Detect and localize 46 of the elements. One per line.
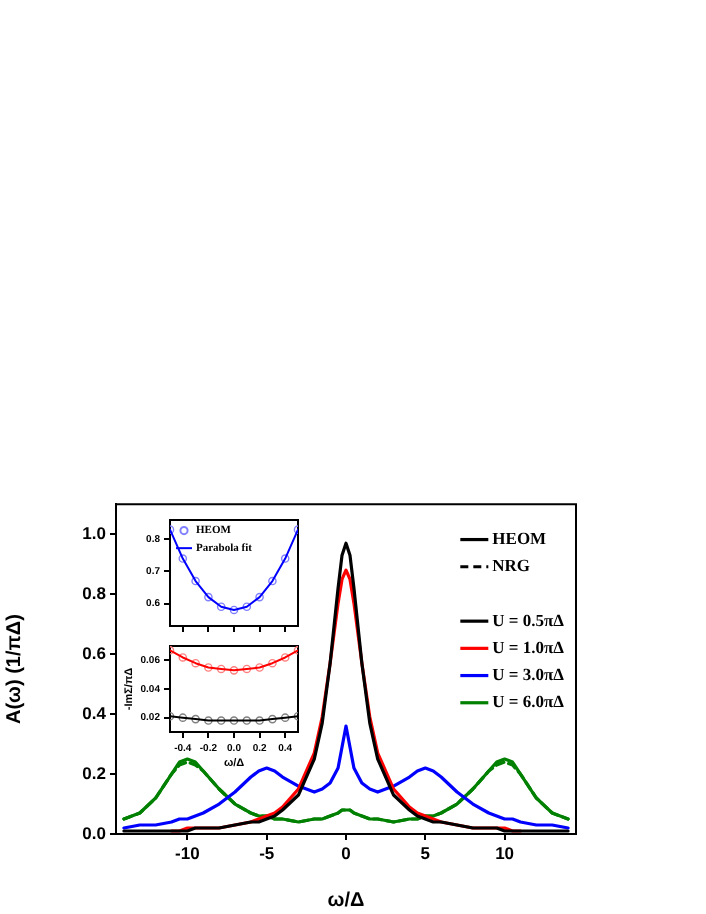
point bbox=[229, 605, 239, 615]
legend-label: U = 6.0πΔ bbox=[492, 691, 566, 712]
point bbox=[268, 576, 277, 586]
point bbox=[268, 658, 277, 668]
point bbox=[255, 592, 264, 602]
point bbox=[178, 653, 188, 662]
point bbox=[280, 713, 290, 722]
y-tick-label: 0.8 bbox=[82, 582, 107, 603]
point bbox=[255, 663, 264, 672]
point bbox=[216, 602, 226, 612]
y-tick-label: 0.4 bbox=[82, 702, 107, 723]
point bbox=[242, 602, 252, 612]
x-tick-label: 5 bbox=[420, 842, 431, 863]
point bbox=[216, 664, 226, 674]
point bbox=[178, 554, 188, 563]
point bbox=[242, 664, 252, 674]
point bbox=[178, 713, 188, 722]
x-tick-label: -10 bbox=[175, 842, 201, 863]
y-tick-label: 0.6 bbox=[82, 642, 107, 663]
point bbox=[191, 576, 200, 586]
legend-label: U = 3.0πΔ bbox=[492, 663, 566, 684]
point bbox=[255, 716, 264, 725]
point bbox=[280, 554, 290, 563]
point bbox=[268, 714, 277, 724]
y-tick-label: 1.0 bbox=[82, 522, 107, 543]
y-axis-title: A(ω) (1/πΔ) bbox=[3, 614, 26, 725]
point bbox=[280, 653, 290, 662]
y-tick-label: 0.2 bbox=[82, 762, 107, 783]
point bbox=[216, 716, 226, 725]
y-tick-label: 0.0 bbox=[82, 822, 107, 843]
point bbox=[191, 658, 200, 668]
annotation: HEOM bbox=[492, 527, 547, 548]
point bbox=[229, 716, 239, 725]
point bbox=[204, 663, 213, 672]
point bbox=[204, 592, 213, 602]
point bbox=[242, 716, 252, 725]
annotation: NRG bbox=[492, 555, 531, 576]
x-axis-title: ω/Δ bbox=[327, 889, 365, 912]
point bbox=[204, 716, 213, 725]
x-tick-label: 10 bbox=[495, 842, 515, 863]
point bbox=[229, 666, 239, 675]
x-tick-label: 0 bbox=[341, 842, 352, 863]
x-tick-label: -5 bbox=[259, 842, 275, 863]
legend-label: U = 1.0πΔ bbox=[492, 636, 566, 657]
point bbox=[191, 714, 200, 724]
legend-label: U = 0.5πΔ bbox=[492, 609, 566, 630]
